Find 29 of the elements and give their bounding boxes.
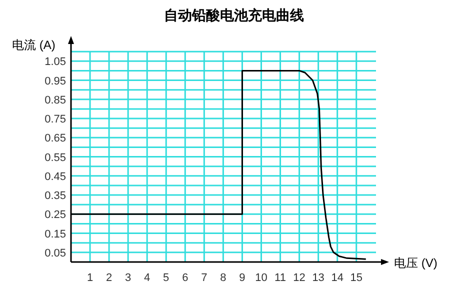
y-tick-label: 0.95 xyxy=(44,75,66,88)
x-tick-label: 2 xyxy=(106,272,112,284)
y-tick-label: 0.15 xyxy=(44,228,66,240)
chart-title: 自动铅酸电池充电曲线 xyxy=(164,7,304,23)
x-tick-label: 9 xyxy=(239,272,246,284)
y-tick-label: 0.85 xyxy=(44,94,66,106)
x-tick-label: 5 xyxy=(163,272,170,284)
x-tick-label: 10 xyxy=(255,272,268,284)
x-tick-label: 11 xyxy=(274,272,286,284)
x-axis-title: 电压 (V) xyxy=(394,256,438,270)
x-tick-label: 4 xyxy=(144,272,150,284)
y-tick-label: 0.25 xyxy=(44,209,66,222)
x-tick-label: 7 xyxy=(201,272,208,284)
y-tick-label: 1.05 xyxy=(44,56,66,68)
x-tick-label: 14 xyxy=(331,272,344,284)
y-tick-label: 0.75 xyxy=(44,114,66,126)
x-tick-label: 8 xyxy=(220,272,226,284)
x-tick-label: 3 xyxy=(125,272,132,284)
y-axis-title: 电流 (A) xyxy=(12,38,56,52)
x-tick-label: 15 xyxy=(350,272,362,284)
x-tick-label: 6 xyxy=(182,272,188,284)
y-tick-label: 0.65 xyxy=(44,132,66,145)
x-tick-label: 12 xyxy=(293,272,306,284)
x-tick-label: 1 xyxy=(86,272,94,284)
y-tick-label: 0.55 xyxy=(44,152,66,164)
y-tick-label: 0.35 xyxy=(44,190,66,202)
x-tick-label: 13 xyxy=(312,272,324,284)
y-tick-label: 0.05 xyxy=(44,247,66,260)
y-tick-label: 0.45 xyxy=(44,170,66,183)
